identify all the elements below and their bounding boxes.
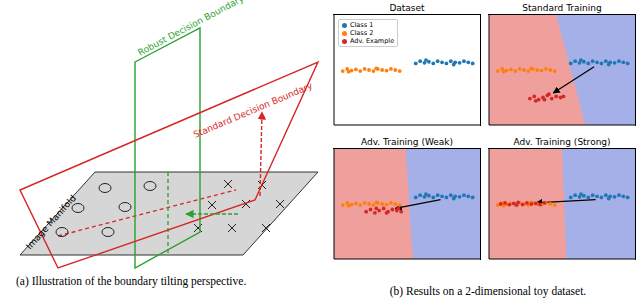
html-text:Class 2: Class 2 bbox=[350, 29, 374, 37]
html-text:(b) Results on a 2-dimensional: (b) Results on a 2-dimensional toy datas… bbox=[389, 285, 587, 297]
svg-text:Standard Decision Boundary: Standard Decision Boundary bbox=[192, 80, 315, 140]
html-text:Adv. Example: Adv. Example bbox=[350, 37, 395, 45]
html-text:Standard Training: Standard Training bbox=[522, 3, 602, 13]
html-text:Class 1: Class 1 bbox=[350, 21, 374, 29]
html-text:Dataset: Dataset bbox=[389, 3, 425, 13]
html-text:Adv. Training (Weak): Adv. Training (Weak) bbox=[361, 137, 453, 147]
svg-text:Robust Decision Boundary: Robust Decision Boundary bbox=[136, 0, 246, 58]
html-text:Adv. Training (Strong): Adv. Training (Strong) bbox=[513, 137, 611, 147]
svg-text:Image Manifold: Image Manifold bbox=[24, 193, 78, 251]
html-text:(a) Illustration of the bounda: (a) Illustration of the boundary tilting… bbox=[16, 275, 247, 287]
